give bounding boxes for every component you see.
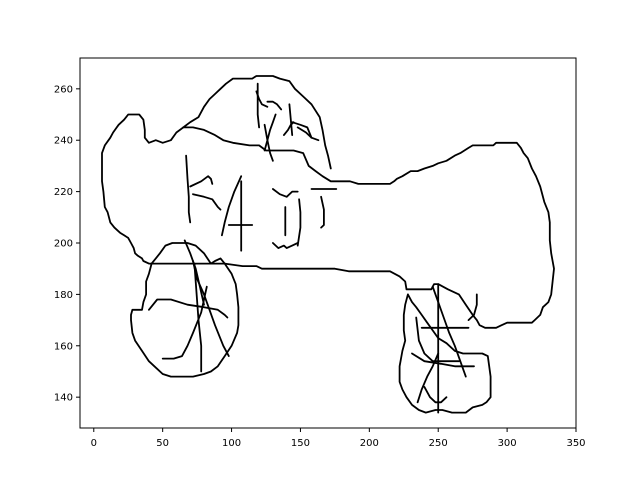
x-tick-label: 200 xyxy=(360,438,379,449)
stroke-line-18 xyxy=(271,242,299,250)
y-axis: 140 160 180 200 220 240 260 xyxy=(54,84,80,404)
stroke-line-9 xyxy=(266,100,283,111)
stroke-line-10 xyxy=(263,113,277,152)
stroke-line-34 xyxy=(423,385,448,404)
stroke-layer xyxy=(147,82,478,414)
stroke-line-33 xyxy=(467,293,478,322)
y-tick-label: 200 xyxy=(54,239,73,250)
series-line-2 xyxy=(182,75,332,170)
y-tick-label: 240 xyxy=(54,136,73,147)
x-tick-label: 0 xyxy=(91,438,97,449)
series-line-3 xyxy=(130,242,240,378)
stroke-line-3 xyxy=(192,193,222,211)
stroke-line-16 xyxy=(271,188,299,198)
stroke-line-8 xyxy=(256,82,261,129)
x-tick-label: 250 xyxy=(429,438,448,449)
x-tick-label: 350 xyxy=(566,438,585,449)
stroke-line-25 xyxy=(193,262,203,373)
series-layer xyxy=(101,75,555,414)
series-line-4 xyxy=(398,293,492,414)
stroke-line-12 xyxy=(288,103,294,137)
stroke-line-5 xyxy=(220,175,243,237)
series-line-1 xyxy=(101,113,555,329)
stroke-line-21 xyxy=(320,195,325,229)
stroke-line-31 xyxy=(416,352,440,404)
stroke-line-15 xyxy=(296,126,320,142)
y-tick-label: 140 xyxy=(54,393,73,404)
stroke-line-28 xyxy=(411,352,475,368)
stroke-line-1 xyxy=(185,154,192,224)
stroke-line-19 xyxy=(296,198,302,247)
y-tick-label: 180 xyxy=(54,290,73,301)
x-tick-label: 100 xyxy=(222,438,241,449)
x-tick-label: 50 xyxy=(156,438,169,449)
stroke-line-11 xyxy=(263,123,274,162)
stroke-line-24 xyxy=(192,260,230,358)
stroke-line-2 xyxy=(189,175,214,188)
y-tick-label: 160 xyxy=(54,341,73,352)
stroke-line-14 xyxy=(291,121,313,139)
stroke-line-22 xyxy=(147,298,229,319)
stroke-line-26 xyxy=(183,239,205,306)
y-tick-label: 220 xyxy=(54,187,73,198)
x-tick-label: 150 xyxy=(291,438,310,449)
x-axis: 0 50 100 150 200 250 300 350 xyxy=(91,428,586,449)
stroke-line-27 xyxy=(415,316,460,363)
y-tick-label: 260 xyxy=(54,84,73,95)
x-tick-label: 300 xyxy=(498,438,517,449)
stroke-line-13 xyxy=(282,121,295,137)
